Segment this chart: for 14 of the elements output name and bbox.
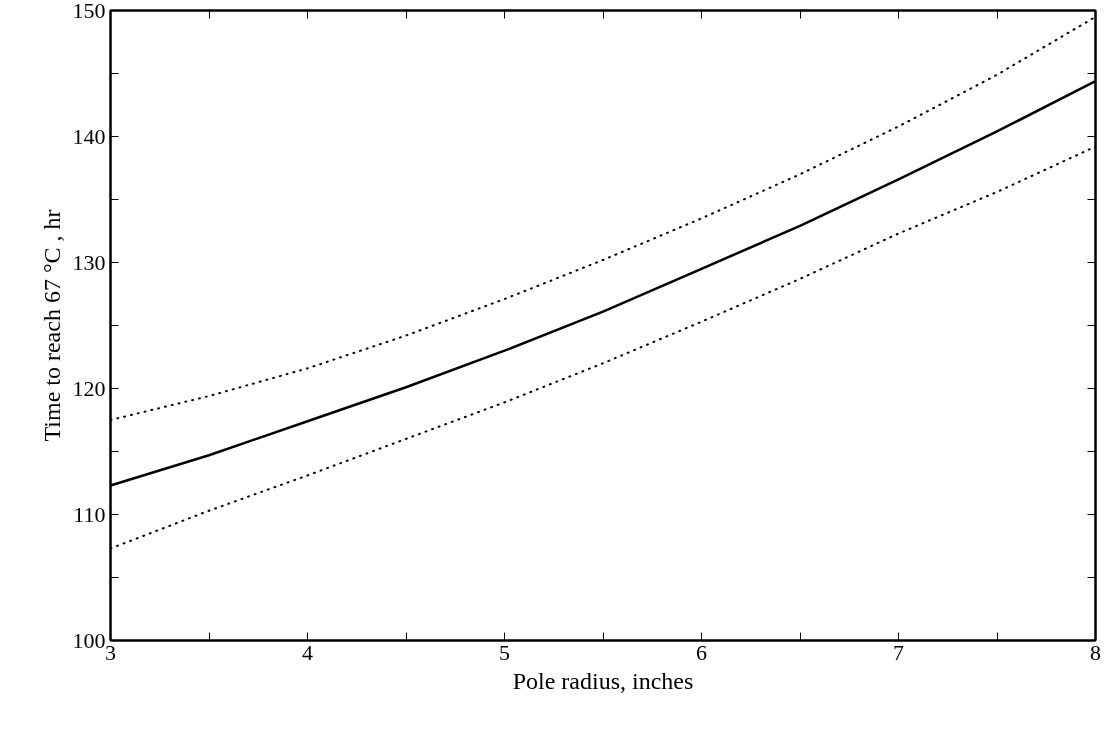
x-tick-label: 7 [893,639,904,665]
y-tick-label: 150 [72,0,106,23]
x-tick-label: 8 [1090,639,1101,665]
x-axis-title: Pole radius, inches [512,667,694,694]
y-tick-label: 140 [72,123,106,149]
y-tick-label: 130 [72,249,106,275]
y-tick-label: 110 [73,501,106,527]
x-tick-label: 6 [696,639,707,665]
x-tick-label: 3 [105,639,116,665]
y-tick-label: 100 [72,627,106,653]
y-axis-title: Time to reach 67 °C , hr [38,209,65,442]
x-tick-label: 5 [499,639,510,665]
y-tick-label: 120 [72,375,106,401]
x-tick-label: 4 [302,639,313,665]
